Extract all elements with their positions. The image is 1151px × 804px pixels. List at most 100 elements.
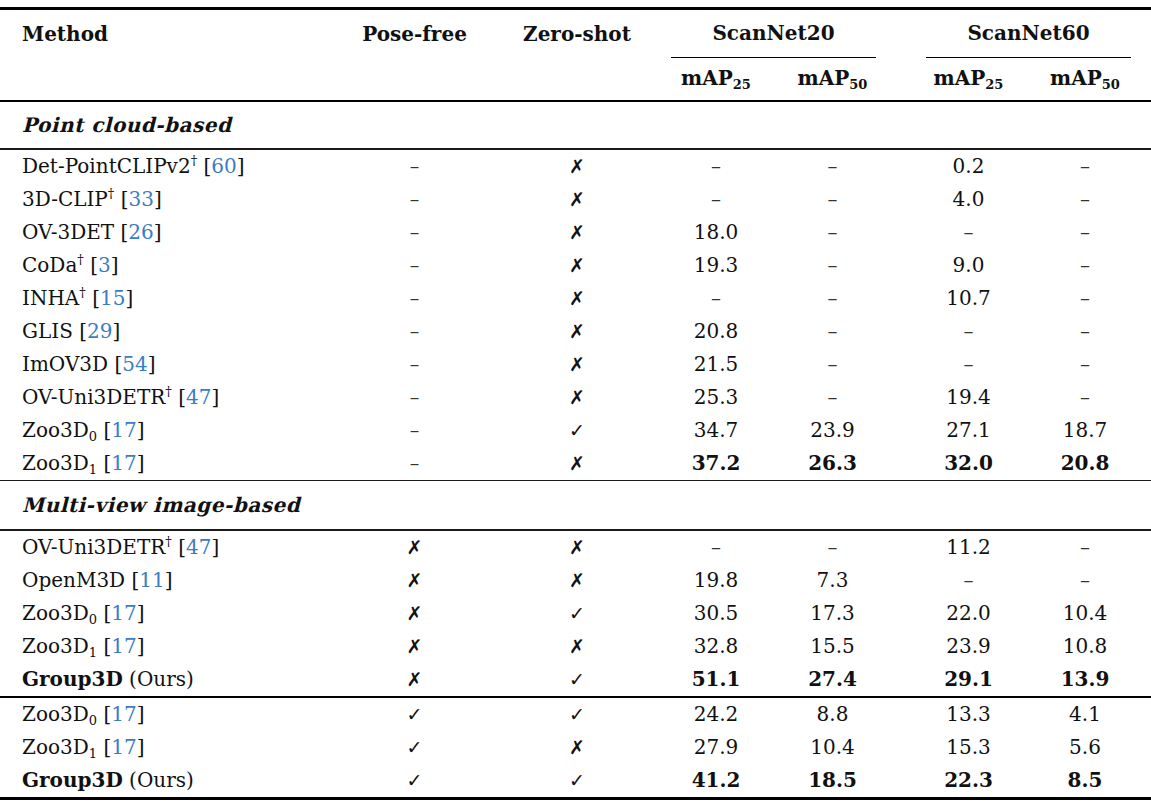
cross-icon: ✗ [407,668,423,690]
group-header-scannet20: ScanNet20 [657,10,890,58]
table-row: Zoo3D1 [17]–✗37.226.332.020.8 [0,447,1151,480]
citation-link[interactable]: 17 [111,451,136,475]
dagger-mark: † [165,384,172,399]
value-cell: – [657,535,775,559]
section-title: Multi-view image-based [0,493,300,517]
value-cell: 24.2 [657,702,775,726]
value-cell: – [1025,352,1145,376]
method-name: 3D-CLIP [22,187,108,211]
pose-free-cell: ✗ [352,634,477,658]
dagger-mark: † [77,252,84,267]
column-header-map25-scannet20: mAP25 [657,66,775,92]
value-cell: – [657,187,775,211]
dash-mark: – [410,320,420,342]
zero-shot-cell: ✗ [517,451,637,475]
method-cell: Group3D (Ours) [0,667,352,691]
value-cell: 23.9 [912,634,1025,658]
value-cell: – [912,220,1025,244]
citation-link[interactable]: 15 [100,286,125,310]
value-cell: – [1025,319,1145,343]
value-cell: 13.3 [912,702,1025,726]
section-title: Point cloud-based [0,113,232,137]
pose-free-cell: ✗ [352,667,477,691]
dagger-mark: † [79,285,86,300]
method-name: Zoo3D [22,735,89,759]
cross-icon: ✗ [569,536,585,558]
method-name: OV-Uni3DETR [22,535,165,559]
table-row: Zoo3D1 [17]✗✗32.815.523.910.8 [0,630,1151,663]
citation-link[interactable]: 29 [87,319,112,343]
zero-shot-cell: ✗ [517,253,637,277]
citation-link[interactable]: 17 [111,735,136,759]
cross-icon: ✗ [569,736,585,758]
citation-link[interactable]: 26 [128,220,153,244]
citation-link[interactable]: 17 [111,418,136,442]
value-cell: 30.5 [657,601,775,625]
table-row: ImOV3D [54]–✗21.5––– [0,348,1151,381]
citation-link[interactable]: 47 [186,535,211,559]
pose-free-cell: – [352,352,477,376]
value-cell: 18.0 [657,220,775,244]
table-row: OpenM3D [11]✗✗19.87.3–– [0,564,1151,597]
value-cell: 8.8 [775,702,890,726]
value-cell: – [775,535,890,559]
value-cell: 37.2 [657,451,775,475]
check-icon: ✓ [569,769,585,791]
value-cell: – [1025,535,1145,559]
table-row: Zoo3D1 [17]✓✗27.910.415.35.6 [0,731,1151,764]
value-cell: – [775,385,890,409]
citation-link[interactable]: 3 [98,253,111,277]
method-cell: Zoo3D1 [17] [0,735,352,759]
column-header-method: Method [0,10,352,58]
cross-icon: ✗ [569,635,585,657]
value-cell: 4.1 [1025,702,1145,726]
cross-icon: ✗ [569,353,585,375]
group-label: ScanNet20 [657,10,890,57]
citation-link[interactable]: 54 [122,352,147,376]
zero-shot-cell: ✗ [517,286,637,310]
dash-mark: – [410,188,420,210]
citation-link[interactable]: 33 [129,187,154,211]
table-row: 3D-CLIP† [33]–✗––4.0– [0,183,1151,216]
citation-link[interactable]: 17 [111,601,136,625]
value-cell: – [1025,154,1145,178]
table-row: OV-Uni3DETR† [47]–✗25.3–19.4– [0,381,1151,414]
table-subheader-row: mAP25 mAP50 mAP25 mAP50 [0,58,1151,100]
method-cell: Det-PointCLIPv2† [60] [0,154,352,178]
table-row: GLIS [29]–✗20.8––– [0,315,1151,348]
pose-free-cell: – [352,154,477,178]
value-cell: – [912,568,1025,592]
citation-link[interactable]: 17 [111,634,136,658]
table-row: Zoo3D0 [17]✓✓24.28.813.34.1 [0,698,1151,731]
value-cell: – [775,319,890,343]
cross-icon: ✗ [407,635,423,657]
method-name: OpenM3D [22,568,125,592]
table-row: INHA† [15]–✗––10.7– [0,282,1151,315]
method-cell: CoDa† [3] [0,253,352,277]
method-name: Group3D [22,667,123,691]
value-cell: – [657,286,775,310]
method-name: Det-PointCLIPv2 [22,154,191,178]
bottom-rule [0,797,1151,800]
value-cell: – [775,352,890,376]
value-cell: – [1025,385,1145,409]
value-cell: 32.0 [912,451,1025,475]
cross-icon: ✗ [569,221,585,243]
zero-shot-cell: ✓ [517,418,637,442]
table-row: Zoo3D0 [17]✗✓30.517.322.010.4 [0,597,1151,630]
group-label: ScanNet60 [912,10,1145,57]
pose-free-cell: – [352,385,477,409]
value-cell: 18.7 [1025,418,1145,442]
column-header-map25-scannet60: mAP25 [912,66,1025,92]
value-cell: 11.2 [912,535,1025,559]
method-name: ImOV3D [22,352,108,376]
method-suffix: (Ours) [123,768,194,792]
citation-link[interactable]: 47 [186,385,211,409]
method-subscript: 0 [89,429,97,444]
dash-mark: – [410,386,420,408]
citation-link[interactable]: 17 [111,702,136,726]
citation-link[interactable]: 11 [139,568,164,592]
table-row: OV-3DET [26]–✗18.0––– [0,216,1151,249]
method-cell: Zoo3D0 [17] [0,601,352,625]
citation-link[interactable]: 60 [211,154,236,178]
